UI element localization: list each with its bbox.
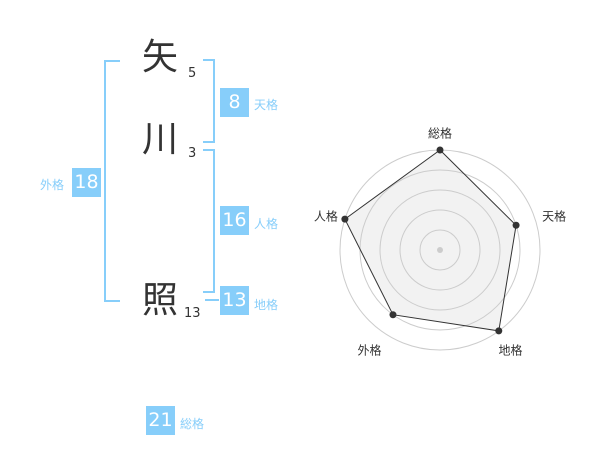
- radar-ring: [379, 189, 501, 311]
- chikaku-label: 地格: [254, 298, 279, 312]
- gaikaku-bracket: [104, 60, 120, 302]
- tenkaku-label: 天格: [254, 98, 279, 112]
- radar-center: [437, 247, 443, 253]
- chikaku-value: 13: [220, 286, 249, 315]
- tenkaku-bracket: [203, 59, 215, 143]
- radar-point-1: [436, 146, 444, 154]
- radar-axis-label: 総格: [428, 126, 452, 141]
- radar-axis-label: 天格: [542, 208, 566, 223]
- jinkaku-bracket: [203, 149, 215, 293]
- radar-point-5: [341, 215, 349, 223]
- name-char-3: 照: [142, 280, 179, 321]
- name-char-2: 川: [142, 119, 179, 160]
- radar-area: [344, 150, 517, 331]
- radar-axis-label: 人格: [314, 208, 338, 223]
- soukaku-label: 総格: [180, 417, 205, 431]
- radar-point-2: [512, 221, 520, 229]
- tenkaku-value: 8: [220, 88, 249, 117]
- radar-point-4: [389, 311, 397, 319]
- stroke-count-1: 5: [188, 66, 197, 81]
- radar-outline: [344, 149, 517, 332]
- gaikaku-value: 18: [72, 168, 101, 197]
- jinkaku-label: 人格: [254, 217, 279, 231]
- radar-point-3: [495, 327, 503, 335]
- chikaku-connector: [205, 299, 219, 301]
- stroke-count-2: 3: [188, 146, 197, 161]
- radar-axis-label: 外格: [357, 343, 381, 358]
- jinkaku-value: 16: [220, 206, 249, 235]
- radar-ring: [399, 209, 481, 291]
- radar-ring: [419, 229, 461, 271]
- name-char-1: 矢: [142, 37, 179, 78]
- gaikaku-label: 外格: [40, 178, 65, 192]
- radar-axis-label: 地格: [499, 343, 523, 358]
- soukaku-value: 21: [146, 406, 175, 435]
- stroke-count-3: 13: [184, 306, 201, 321]
